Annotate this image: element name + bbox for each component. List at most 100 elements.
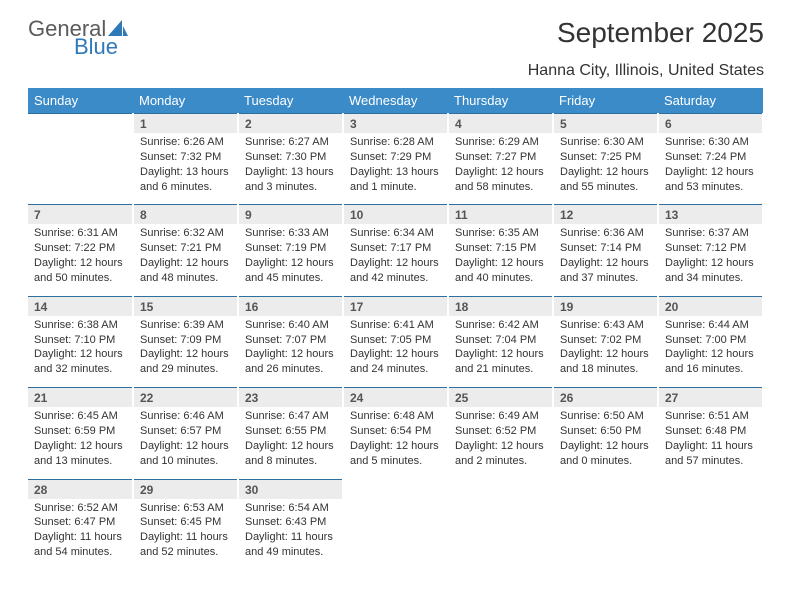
weekday-header-row: Sunday Monday Tuesday Wednesday Thursday… bbox=[28, 88, 763, 114]
day-detail-line: Sunrise: 6:47 AM bbox=[245, 409, 336, 424]
day-number-cell: 17 bbox=[343, 296, 448, 316]
day-detail-line: Sunrise: 6:39 AM bbox=[140, 318, 231, 333]
weekday-header: Thursday bbox=[448, 88, 553, 114]
day-detail-cell: Sunrise: 6:27 AMSunset: 7:30 PMDaylight:… bbox=[238, 133, 343, 205]
day-detail-line: Daylight: 12 hours and 13 minutes. bbox=[34, 439, 126, 469]
day-detail-line: Sunrise: 6:41 AM bbox=[350, 318, 441, 333]
day-detail-line: Sunrise: 6:38 AM bbox=[34, 318, 126, 333]
day-detail-cell bbox=[28, 133, 133, 205]
day-detail-cell: Sunrise: 6:28 AMSunset: 7:29 PMDaylight:… bbox=[343, 133, 448, 205]
day-detail-cell bbox=[343, 499, 448, 570]
day-number-cell: 2 bbox=[238, 114, 343, 134]
calendar-table: Sunday Monday Tuesday Wednesday Thursday… bbox=[28, 88, 764, 570]
day-detail-cell: Sunrise: 6:48 AMSunset: 6:54 PMDaylight:… bbox=[343, 407, 448, 479]
day-detail-line: Sunset: 6:50 PM bbox=[560, 424, 651, 439]
day-number-cell: 4 bbox=[448, 114, 553, 134]
day-detail-line: Sunrise: 6:29 AM bbox=[455, 135, 546, 150]
day-detail-line: Sunset: 7:07 PM bbox=[245, 333, 336, 348]
day-number-cell: 3 bbox=[343, 114, 448, 134]
detail-row: Sunrise: 6:26 AMSunset: 7:32 PMDaylight:… bbox=[28, 133, 763, 205]
day-number-cell: 1 bbox=[133, 114, 238, 134]
day-detail-cell: Sunrise: 6:35 AMSunset: 7:15 PMDaylight:… bbox=[448, 224, 553, 296]
weekday-header: Sunday bbox=[28, 88, 133, 114]
day-number-cell: 24 bbox=[343, 388, 448, 408]
day-detail-line: Sunset: 6:45 PM bbox=[140, 515, 231, 530]
day-number-cell: 21 bbox=[28, 388, 133, 408]
day-detail-cell: Sunrise: 6:39 AMSunset: 7:09 PMDaylight:… bbox=[133, 316, 238, 388]
day-detail-line: Sunset: 6:57 PM bbox=[140, 424, 231, 439]
day-detail-line: Sunrise: 6:45 AM bbox=[34, 409, 126, 424]
weekday-header: Tuesday bbox=[238, 88, 343, 114]
day-detail-cell: Sunrise: 6:30 AMSunset: 7:24 PMDaylight:… bbox=[658, 133, 763, 205]
day-number-cell: 22 bbox=[133, 388, 238, 408]
day-number-cell: 9 bbox=[238, 205, 343, 225]
day-detail-line: Sunrise: 6:53 AM bbox=[140, 501, 231, 516]
day-detail-cell: Sunrise: 6:45 AMSunset: 6:59 PMDaylight:… bbox=[28, 407, 133, 479]
day-detail-cell: Sunrise: 6:49 AMSunset: 6:52 PMDaylight:… bbox=[448, 407, 553, 479]
day-detail-line: Sunset: 7:22 PM bbox=[34, 241, 126, 256]
day-number-cell: 19 bbox=[553, 296, 658, 316]
day-detail-line: Sunset: 6:54 PM bbox=[350, 424, 441, 439]
day-number-cell: 26 bbox=[553, 388, 658, 408]
day-detail-line: Sunset: 7:05 PM bbox=[350, 333, 441, 348]
day-detail-line: Sunset: 7:15 PM bbox=[455, 241, 546, 256]
day-detail-cell: Sunrise: 6:53 AMSunset: 6:45 PMDaylight:… bbox=[133, 499, 238, 570]
day-detail-line: Daylight: 13 hours and 1 minute. bbox=[350, 165, 441, 195]
day-detail-line: Daylight: 12 hours and 45 minutes. bbox=[245, 256, 336, 286]
day-detail-line: Sunset: 7:30 PM bbox=[245, 150, 336, 165]
day-detail-line: Sunrise: 6:48 AM bbox=[350, 409, 441, 424]
day-detail-line: Sunset: 7:19 PM bbox=[245, 241, 336, 256]
day-detail-cell: Sunrise: 6:46 AMSunset: 6:57 PMDaylight:… bbox=[133, 407, 238, 479]
header-row: General Blue September 2025 bbox=[28, 18, 764, 58]
day-detail-line: Daylight: 12 hours and 18 minutes. bbox=[560, 347, 651, 377]
day-detail-line: Daylight: 12 hours and 48 minutes. bbox=[140, 256, 231, 286]
day-detail-line: Sunrise: 6:36 AM bbox=[560, 226, 651, 241]
day-detail-line: Sunrise: 6:30 AM bbox=[665, 135, 756, 150]
weekday-header: Wednesday bbox=[343, 88, 448, 114]
day-detail-line: Sunset: 7:14 PM bbox=[560, 241, 651, 256]
day-number-cell: 5 bbox=[553, 114, 658, 134]
weekday-header: Monday bbox=[133, 88, 238, 114]
day-detail-line: Sunrise: 6:30 AM bbox=[560, 135, 651, 150]
day-detail-line: Daylight: 12 hours and 40 minutes. bbox=[455, 256, 546, 286]
day-detail-line: Sunset: 7:02 PM bbox=[560, 333, 651, 348]
day-detail-cell: Sunrise: 6:37 AMSunset: 7:12 PMDaylight:… bbox=[658, 224, 763, 296]
day-detail-line: Daylight: 12 hours and 58 minutes. bbox=[455, 165, 546, 195]
day-detail-cell: Sunrise: 6:43 AMSunset: 7:02 PMDaylight:… bbox=[553, 316, 658, 388]
day-number-cell: 6 bbox=[658, 114, 763, 134]
day-detail-line: Sunset: 7:24 PM bbox=[665, 150, 756, 165]
day-detail-line: Sunrise: 6:31 AM bbox=[34, 226, 126, 241]
day-number-cell bbox=[28, 114, 133, 134]
day-number-cell: 13 bbox=[658, 205, 763, 225]
day-number-cell: 11 bbox=[448, 205, 553, 225]
daynum-row: 21222324252627 bbox=[28, 388, 763, 408]
day-number-cell: 7 bbox=[28, 205, 133, 225]
day-number-cell: 10 bbox=[343, 205, 448, 225]
day-detail-line: Sunset: 7:04 PM bbox=[455, 333, 546, 348]
day-detail-line: Daylight: 12 hours and 5 minutes. bbox=[350, 439, 441, 469]
day-detail-line: Sunrise: 6:51 AM bbox=[665, 409, 756, 424]
day-detail-cell: Sunrise: 6:42 AMSunset: 7:04 PMDaylight:… bbox=[448, 316, 553, 388]
day-detail-line: Sunset: 6:47 PM bbox=[34, 515, 126, 530]
detail-row: Sunrise: 6:38 AMSunset: 7:10 PMDaylight:… bbox=[28, 316, 763, 388]
daynum-row: 282930 bbox=[28, 479, 763, 499]
day-detail-line: Sunrise: 6:40 AM bbox=[245, 318, 336, 333]
daynum-row: 78910111213 bbox=[28, 205, 763, 225]
day-detail-line: Sunset: 7:12 PM bbox=[665, 241, 756, 256]
day-number-cell: 28 bbox=[28, 479, 133, 499]
day-detail-line: Daylight: 12 hours and 16 minutes. bbox=[665, 347, 756, 377]
brand-logo: General Blue bbox=[28, 18, 128, 58]
day-detail-cell: Sunrise: 6:41 AMSunset: 7:05 PMDaylight:… bbox=[343, 316, 448, 388]
day-detail-line: Sunset: 7:17 PM bbox=[350, 241, 441, 256]
day-detail-line: Sunrise: 6:49 AM bbox=[455, 409, 546, 424]
day-detail-cell: Sunrise: 6:36 AMSunset: 7:14 PMDaylight:… bbox=[553, 224, 658, 296]
day-detail-line: Daylight: 12 hours and 42 minutes. bbox=[350, 256, 441, 286]
day-detail-line: Sunrise: 6:43 AM bbox=[560, 318, 651, 333]
day-detail-line: Sunset: 6:43 PM bbox=[245, 515, 336, 530]
page-title: September 2025 bbox=[557, 18, 764, 49]
day-detail-line: Sunrise: 6:34 AM bbox=[350, 226, 441, 241]
day-detail-line: Daylight: 12 hours and 2 minutes. bbox=[455, 439, 546, 469]
day-detail-line: Sunrise: 6:44 AM bbox=[665, 318, 756, 333]
day-detail-line: Daylight: 13 hours and 6 minutes. bbox=[140, 165, 231, 195]
day-detail-line: Sunset: 7:00 PM bbox=[665, 333, 756, 348]
